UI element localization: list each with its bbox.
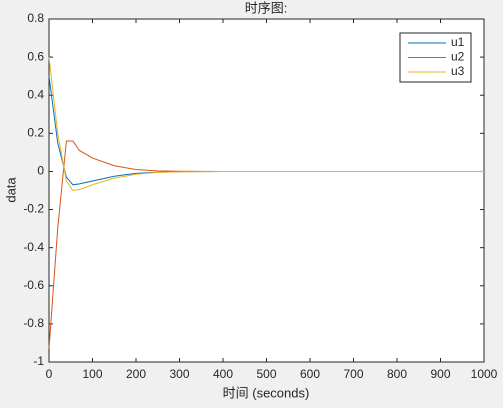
x-axis-label: 时间 (seconds) [223, 385, 310, 400]
y-tick-label: -1 [33, 354, 44, 368]
x-tick-label: 600 [300, 367, 320, 381]
x-tick-label: 300 [169, 367, 189, 381]
legend-label: u3 [451, 64, 465, 78]
y-tick-label: -0.4 [23, 240, 44, 254]
series-line [48, 57, 484, 192]
x-tick-label: 1000 [471, 367, 498, 381]
legend-label: u2 [451, 50, 465, 64]
x-tick-label: 900 [430, 367, 450, 381]
chart-title: 时序图: [245, 0, 288, 15]
x-tick-label: 500 [256, 367, 276, 381]
y-tick-label: -0.6 [23, 278, 44, 292]
y-tick-label: -0.2 [23, 202, 44, 216]
y-tick-label: 0.6 [27, 49, 44, 63]
y-axis-label: data [3, 177, 18, 203]
x-tick-label: 100 [82, 367, 102, 381]
y-tick-label: 0.4 [27, 87, 44, 101]
y-tick-label: 0.8 [27, 11, 44, 25]
legend-label: u1 [451, 35, 465, 49]
x-tick-label: 700 [343, 367, 363, 381]
x-tick-label: 800 [387, 367, 407, 381]
x-tick-label: 200 [126, 367, 146, 381]
y-tick-label: -0.8 [23, 316, 44, 330]
x-tick-label: 0 [46, 367, 53, 381]
x-tick-label: 400 [213, 367, 233, 381]
y-tick-label: 0 [37, 164, 44, 178]
y-tick-label: 0.2 [27, 126, 44, 140]
